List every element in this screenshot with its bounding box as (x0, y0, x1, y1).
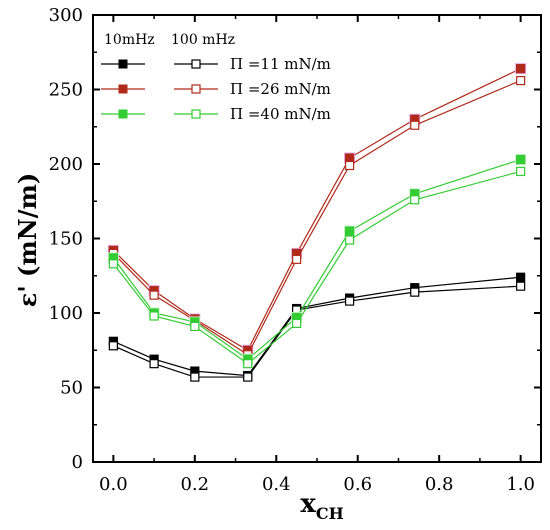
legend-marker-open (191, 109, 201, 119)
legend-label: Π =26 mN/m (230, 80, 331, 98)
series-5 (107, 154, 527, 365)
legend-marker-open (191, 84, 201, 94)
data-point (243, 372, 253, 382)
ticks: 0 50 100 150 200 250 300 0.0 0.2 0.4 0.6 0.8 1.0 (49, 5, 541, 495)
y-axis-label: ε' (mN/m) (13, 173, 42, 308)
x-axis-label-main: x (300, 489, 316, 519)
data-point (344, 296, 355, 306)
y-tick-label: 300 (49, 5, 83, 26)
series-line (113, 276, 521, 377)
data-point (344, 235, 355, 245)
x-tick-label: 0.2 (180, 474, 209, 495)
y-tick-label: 150 (49, 229, 83, 250)
y-tick-label: 100 (49, 303, 83, 324)
x-tick-label: 0.4 (262, 474, 291, 495)
series-line (112, 68, 521, 352)
series-layer (107, 63, 527, 382)
x-axis-label: xCH (300, 489, 343, 523)
data-point (292, 318, 302, 329)
legend: 10mHz 100 mHz Π =11 mN/m Π =26 mN/m Π =40 mN… (101, 32, 331, 123)
data-point (410, 195, 420, 205)
data-point (410, 120, 420, 130)
data-point (344, 153, 355, 163)
legend-label: Π =11 mN/m (230, 55, 331, 73)
data-point (516, 166, 526, 177)
data-point (516, 64, 526, 74)
data-point (516, 154, 526, 165)
x-tick-label: 0.8 (425, 474, 454, 495)
data-point (292, 254, 302, 264)
y-tick-label: 250 (49, 80, 83, 101)
x-tick-label: 1.0 (506, 474, 535, 495)
data-point (149, 359, 159, 369)
data-point (108, 341, 118, 351)
data-point (410, 287, 420, 297)
data-point (243, 359, 253, 369)
series-6 (108, 166, 526, 369)
series-line (113, 285, 521, 378)
data-point (149, 311, 159, 321)
legend-header-10mhz: 10mHz (104, 32, 155, 48)
series-line (112, 80, 521, 356)
data-point (108, 259, 118, 269)
x-tick-label: 0.6 (343, 474, 372, 495)
data-point (190, 372, 200, 382)
series-line (112, 158, 521, 360)
x-axis-label-sub: CH (316, 504, 344, 523)
data-point (344, 160, 355, 171)
legend-header-100mhz: 100 mHz (171, 32, 235, 48)
y-tick-label: 0 (72, 452, 83, 473)
data-point (190, 321, 200, 332)
legend-marker-filled (118, 84, 128, 94)
legend-label: Π =40 mN/m (230, 105, 331, 123)
series-2 (108, 281, 526, 382)
series-line (112, 170, 521, 365)
legend-marker-filled (118, 59, 128, 69)
legend-marker-open (191, 59, 201, 69)
x-tick-label: 0.0 (99, 474, 128, 495)
y-tick-label: 200 (49, 154, 83, 175)
data-point (516, 281, 526, 291)
data-point (516, 272, 526, 282)
data-point (344, 226, 355, 236)
data-point (516, 75, 526, 86)
y-tick-label: 50 (60, 378, 83, 399)
legend-marker-filled (118, 109, 128, 119)
data-point (149, 290, 159, 300)
